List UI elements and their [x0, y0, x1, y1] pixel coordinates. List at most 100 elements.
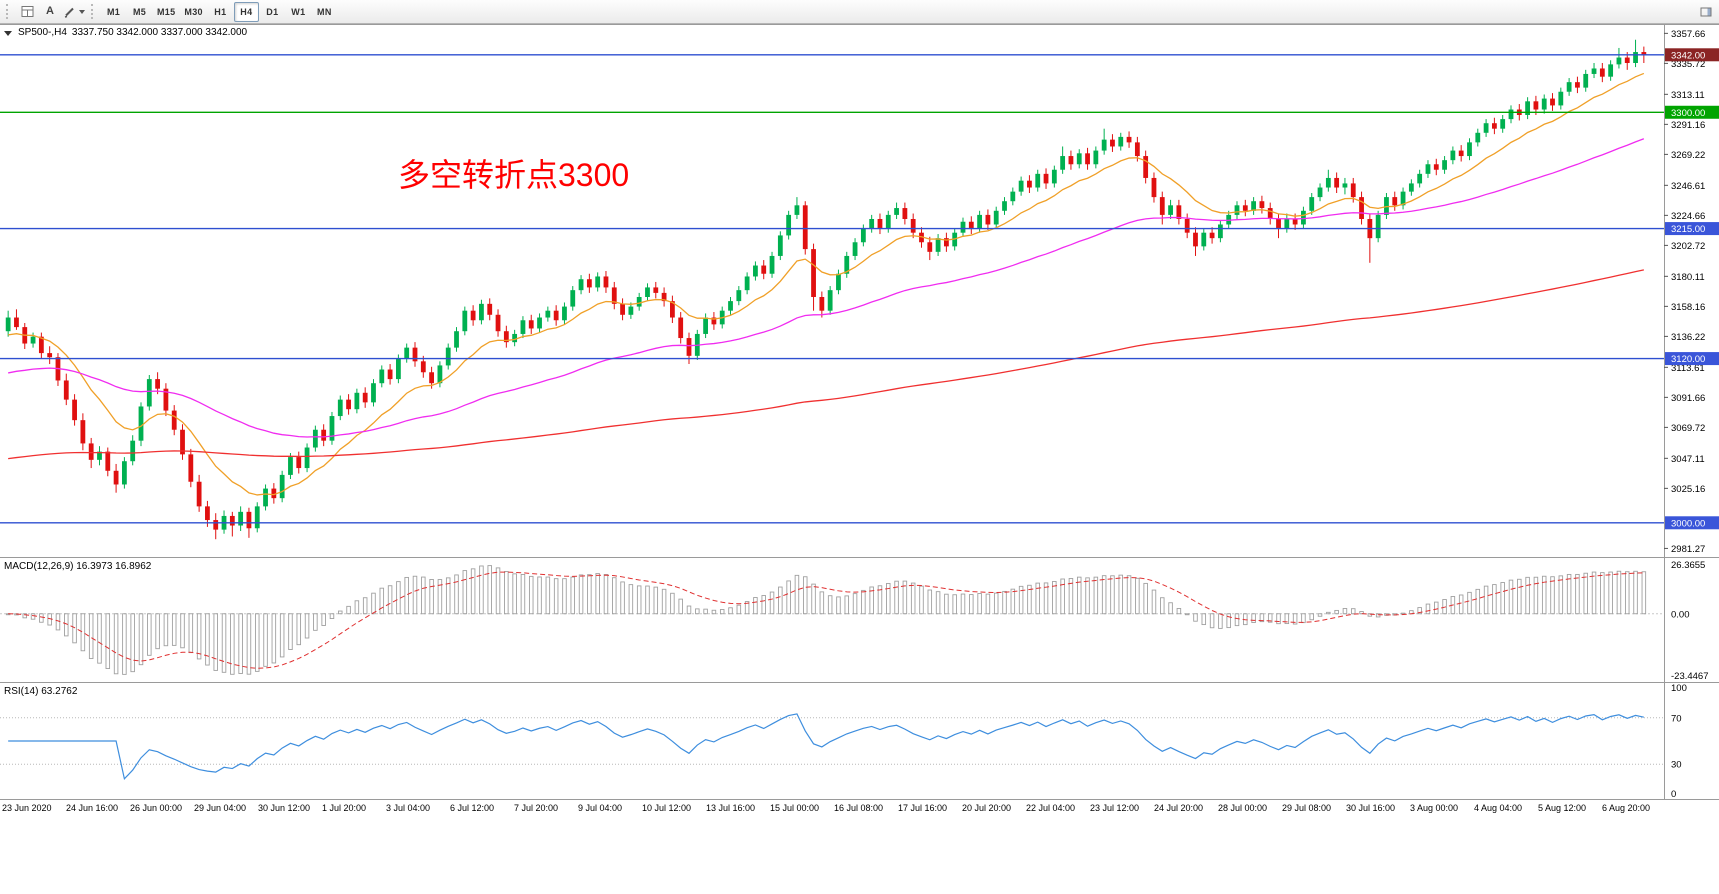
time-axis-label[interactable]: 29 Jun 04:00	[194, 803, 246, 813]
macd-histogram-bar	[769, 591, 775, 615]
rsi-axis-label: 0	[1671, 789, 1676, 800]
timeframe-button-m30[interactable]: M30	[184, 6, 203, 17]
timeframe-button-mn[interactable]: MN	[317, 6, 332, 17]
timeframe-button-w1[interactable]: W1	[291, 6, 306, 17]
candle-body	[213, 520, 219, 530]
time-axis-label[interactable]: 3 Aug 00:00	[1410, 803, 1458, 813]
time-axis-label[interactable]: 28 Jul 00:00	[1218, 803, 1267, 813]
time-axis-label[interactable]: 7 Jul 20:00	[514, 803, 558, 813]
time-axis-label[interactable]: 6 Aug 20:00	[1602, 803, 1650, 813]
price-level-tag-label: 3215.00	[1671, 224, 1705, 235]
timeframe-button-h4[interactable]: H4	[233, 1, 259, 22]
time-axis-label[interactable]: 3 Jul 04:00	[386, 803, 430, 813]
candle-body	[454, 331, 459, 348]
charts-grid-button[interactable]	[16, 2, 38, 22]
macd-histogram-bar	[736, 604, 742, 615]
macd-histogram-bar	[429, 579, 434, 615]
time-axis-label[interactable]: 24 Jul 20:00	[1154, 803, 1203, 813]
draw-tools-button[interactable]	[62, 2, 86, 22]
candle-body	[1550, 98, 1555, 106]
time-axis-label[interactable]: 30 Jun 12:00	[258, 803, 310, 813]
macd-histogram-bar	[894, 580, 899, 615]
ohlc-readout: 3337.750 3342.000 3337.000 3342.000	[71, 27, 248, 38]
macd-histogram-bar	[113, 613, 119, 675]
time-axis-label[interactable]: 29 Jul 08:00	[1282, 803, 1331, 813]
candle-body	[1002, 201, 1007, 211]
candle-body	[1433, 164, 1439, 170]
macd-histogram-bar	[587, 574, 592, 615]
timeframe-button-m5[interactable]: M5	[132, 6, 147, 17]
time-axis-label[interactable]: 6 Jul 12:00	[450, 803, 494, 813]
macd-histogram-bar	[1575, 573, 1580, 615]
candle-body	[354, 392, 360, 410]
macd-histogram-bar	[1201, 613, 1207, 626]
candle-body	[1010, 191, 1016, 202]
macd-histogram-bar	[719, 609, 725, 615]
time-axis-label[interactable]: 22 Jul 04:00	[1026, 803, 1075, 813]
chart-text-annotation[interactable]: 多空转折点3300	[398, 157, 630, 193]
macd-histogram-bar	[1093, 576, 1099, 615]
toolbar-grip[interactable]	[91, 4, 96, 19]
time-axis-label[interactable]: 4 Aug 04:00	[1474, 803, 1522, 813]
macd-histogram-bar	[246, 613, 252, 675]
candle-body	[653, 287, 659, 293]
time-axis-label[interactable]: 20 Jul 20:00	[962, 803, 1011, 813]
macd-histogram-bar	[362, 597, 368, 615]
macd-histogram-bar	[910, 582, 916, 615]
time-axis-label[interactable]: 5 Aug 12:00	[1538, 803, 1586, 813]
candle-body	[271, 488, 277, 499]
ma-mid-line	[8, 138, 1645, 438]
macd-histogram-bar	[1076, 576, 1082, 615]
macd-histogram-bar	[1624, 571, 1630, 615]
candle-body	[1342, 183, 1348, 188]
time-axis-label[interactable]: 1 Jul 20:00	[322, 803, 366, 813]
time-axis-label[interactable]: 24 Jun 16:00	[66, 803, 118, 813]
candle-body	[1126, 136, 1132, 143]
time-axis-label[interactable]: 23 Jul 12:00	[1090, 803, 1139, 813]
macd-histogram-bar	[296, 613, 302, 646]
time-axis-label[interactable]: 26 Jun 00:00	[130, 803, 182, 813]
candle-body	[943, 238, 949, 247]
candle-body	[1541, 98, 1547, 110]
timeframe-button-m1[interactable]: M1	[106, 6, 121, 17]
candle-body	[578, 279, 584, 291]
candle-body	[321, 429, 327, 441]
time-axis-label[interactable]: 17 Jul 16:00	[898, 803, 947, 813]
candle-body	[1259, 201, 1265, 209]
dock-button[interactable]	[1695, 2, 1717, 22]
time-axis-label[interactable]: 23 Jun 2020	[2, 803, 52, 813]
time-axis-label[interactable]: 9 Jul 04:00	[578, 803, 622, 813]
macd-histogram-bar	[1442, 599, 1447, 615]
macd-histogram-bar	[163, 613, 169, 647]
toolbar-grip[interactable]	[6, 4, 11, 19]
candle-body	[537, 317, 542, 329]
macd-histogram-bar	[695, 608, 700, 615]
time-axis-label[interactable]: 30 Jul 16:00	[1346, 803, 1395, 813]
timeframe-button-d1[interactable]: D1	[266, 6, 279, 17]
macd-histogram-bar	[470, 568, 476, 615]
time-axis-label[interactable]: 15 Jul 00:00	[770, 803, 819, 813]
macd-histogram-bar	[1160, 597, 1165, 615]
text-tool-button[interactable]: A	[39, 2, 61, 22]
collapse-triangle-icon[interactable]	[4, 30, 13, 37]
time-axis-label[interactable]: 13 Jul 16:00	[706, 803, 755, 813]
macd-histogram-bar	[196, 613, 202, 660]
candle-body	[811, 249, 816, 297]
macd-histogram-bar	[753, 597, 758, 615]
macd-histogram-bar	[1101, 575, 1107, 615]
macd-histogram-bar	[396, 581, 401, 615]
time-axis-label[interactable]: 16 Jul 08:00	[834, 803, 883, 813]
candle-body	[196, 481, 202, 507]
macd-axis-zero-label: 0.00	[1671, 609, 1690, 620]
time-axis-label[interactable]: 10 Jul 12:00	[642, 803, 691, 813]
macd-histogram	[5, 565, 1647, 675]
macd-histogram-bar	[412, 575, 418, 615]
timeframe-button-h1[interactable]: H1	[214, 6, 227, 17]
macd-histogram-bar	[421, 576, 426, 615]
candle-body	[1184, 219, 1190, 233]
rsi-axis-label: 70	[1671, 713, 1682, 724]
rsi-axis-label: 100	[1671, 683, 1687, 694]
candle-body	[1151, 177, 1157, 198]
timeframe-button-m15[interactable]: M15	[157, 6, 176, 17]
